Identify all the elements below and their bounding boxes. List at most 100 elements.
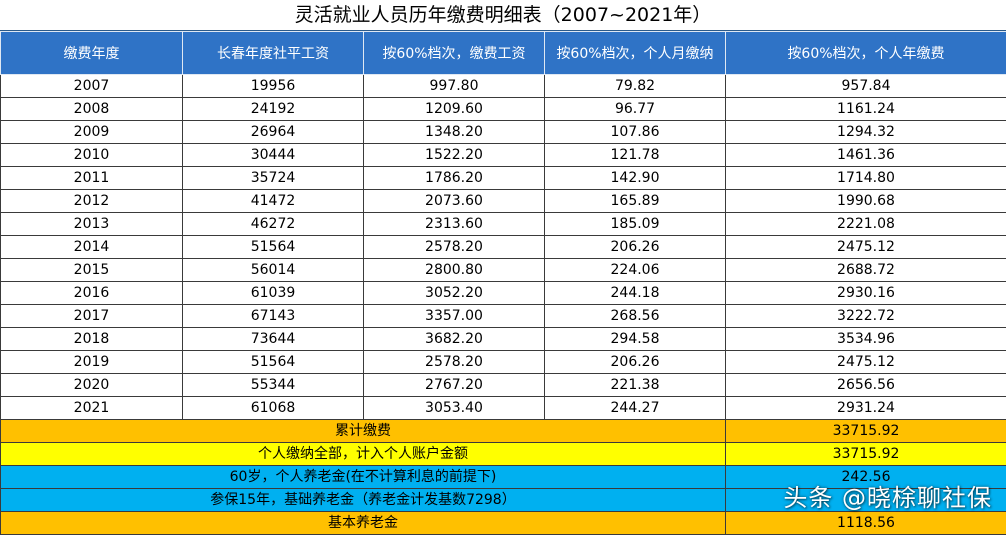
cell-year: 2007 [1, 75, 183, 98]
summary-label: 参保15年，基础养老金（养老金计发基数7298） [1, 489, 726, 512]
cell-avg-wage: 26964 [183, 121, 364, 144]
summary-value: 33715.92 [726, 443, 1006, 466]
cell-base-wage: 3053.40 [364, 397, 545, 420]
cell-monthly: 221.38 [545, 374, 726, 397]
cell-monthly: 206.26 [545, 236, 726, 259]
cell-monthly: 142.90 [545, 167, 726, 190]
header-year: 缴费年度 [1, 32, 183, 75]
cell-year: 2021 [1, 397, 183, 420]
header-base-wage: 按60%档次，缴费工资 [364, 32, 545, 75]
cell-monthly: 107.86 [545, 121, 726, 144]
contribution-table: 缴费年度 长春年度社平工资 按60%档次，缴费工资 按60%档次，个人月缴纳 按… [0, 31, 1006, 535]
cell-yearly: 1161.24 [726, 98, 1006, 121]
cell-avg-wage: 67143 [183, 305, 364, 328]
cell-avg-wage: 41472 [183, 190, 364, 213]
summary-row-personal-account: 个人缴纳全部，计入个人账户金额 33715.92 [1, 443, 1006, 466]
spreadsheet: 灵活就业人员历年缴费明细表（2007~2021年） 缴费年度 长春年度社平工资 … [0, 0, 1006, 521]
summary-row-total: 累计缴费 33715.92 [1, 420, 1006, 443]
header-monthly: 按60%档次，个人月缴纳 [545, 32, 726, 75]
cell-base-wage: 2073.60 [364, 190, 545, 213]
cell-yearly: 957.84 [726, 75, 1006, 98]
cell-yearly: 2221.08 [726, 213, 1006, 236]
cell-base-wage: 2800.80 [364, 259, 545, 282]
header-row: 缴费年度 长春年度社平工资 按60%档次，缴费工资 按60%档次，个人月缴纳 按… [1, 32, 1006, 75]
table-title: 灵活就业人员历年缴费明细表（2007~2021年） [0, 0, 1006, 31]
cell-year: 2008 [1, 98, 183, 121]
cell-avg-wage: 30444 [183, 144, 364, 167]
cell-yearly: 1294.32 [726, 121, 1006, 144]
watermark-logo: 头条 @晓梌聊社保 [783, 478, 992, 513]
cell-avg-wage: 55344 [183, 374, 364, 397]
cell-avg-wage: 51564 [183, 351, 364, 374]
header-avg-wage: 长春年度社平工资 [183, 32, 364, 75]
summary-row-basic-pension: 基本养老金 1118.56 [1, 512, 1006, 535]
cell-monthly: 121.78 [545, 144, 726, 167]
cell-year: 2017 [1, 305, 183, 328]
cell-year: 2016 [1, 282, 183, 305]
cell-base-wage: 3357.00 [364, 305, 545, 328]
cell-base-wage: 997.80 [364, 75, 545, 98]
cell-year: 2020 [1, 374, 183, 397]
cell-yearly: 3222.72 [726, 305, 1006, 328]
cell-yearly: 2656.56 [726, 374, 1006, 397]
cell-yearly: 1714.80 [726, 167, 1006, 190]
cell-monthly: 268.56 [545, 305, 726, 328]
cell-year: 2009 [1, 121, 183, 144]
header-yearly: 按60%档次，个人年缴费 [726, 32, 1006, 75]
cell-year: 2014 [1, 236, 183, 259]
cell-yearly: 2475.12 [726, 236, 1006, 259]
cell-yearly: 2475.12 [726, 351, 1006, 374]
cell-base-wage: 2578.20 [364, 351, 545, 374]
cell-base-wage: 3052.20 [364, 282, 545, 305]
summary-value: 1118.56 [726, 512, 1006, 535]
cell-monthly: 294.58 [545, 328, 726, 351]
cell-base-wage: 1522.20 [364, 144, 545, 167]
cell-avg-wage: 24192 [183, 98, 364, 121]
cell-monthly: 206.26 [545, 351, 726, 374]
cell-yearly: 2931.24 [726, 397, 1006, 420]
cell-monthly: 79.82 [545, 75, 726, 98]
cell-monthly: 244.27 [545, 397, 726, 420]
cell-avg-wage: 19956 [183, 75, 364, 98]
cell-yearly: 2930.16 [726, 282, 1006, 305]
cell-yearly: 1990.68 [726, 190, 1006, 213]
cell-avg-wage: 46272 [183, 213, 364, 236]
cell-yearly: 2688.72 [726, 259, 1006, 282]
cell-yearly: 3534.96 [726, 328, 1006, 351]
summary-label: 个人缴纳全部，计入个人账户金额 [1, 443, 726, 466]
cell-year: 2013 [1, 213, 183, 236]
cell-base-wage: 1786.20 [364, 167, 545, 190]
cell-yearly: 1461.36 [726, 144, 1006, 167]
cell-monthly: 244.18 [545, 282, 726, 305]
cell-monthly: 165.89 [545, 190, 726, 213]
cell-avg-wage: 56014 [183, 259, 364, 282]
cell-year: 2018 [1, 328, 183, 351]
cell-avg-wage: 73644 [183, 328, 364, 351]
cell-year: 2011 [1, 167, 183, 190]
cell-base-wage: 2313.60 [364, 213, 545, 236]
summary-value: 33715.92 [726, 420, 1006, 443]
cell-avg-wage: 35724 [183, 167, 364, 190]
cell-year: 2010 [1, 144, 183, 167]
summary-label: 60岁，个人养老金(在不计算利息的前提下) [1, 466, 726, 489]
summary-label: 基本养老金 [1, 512, 726, 535]
cell-monthly: 185.09 [545, 213, 726, 236]
cell-avg-wage: 51564 [183, 236, 364, 259]
cell-base-wage: 1348.20 [364, 121, 545, 144]
cell-year: 2019 [1, 351, 183, 374]
cell-monthly: 224.06 [545, 259, 726, 282]
cell-base-wage: 3682.20 [364, 328, 545, 351]
